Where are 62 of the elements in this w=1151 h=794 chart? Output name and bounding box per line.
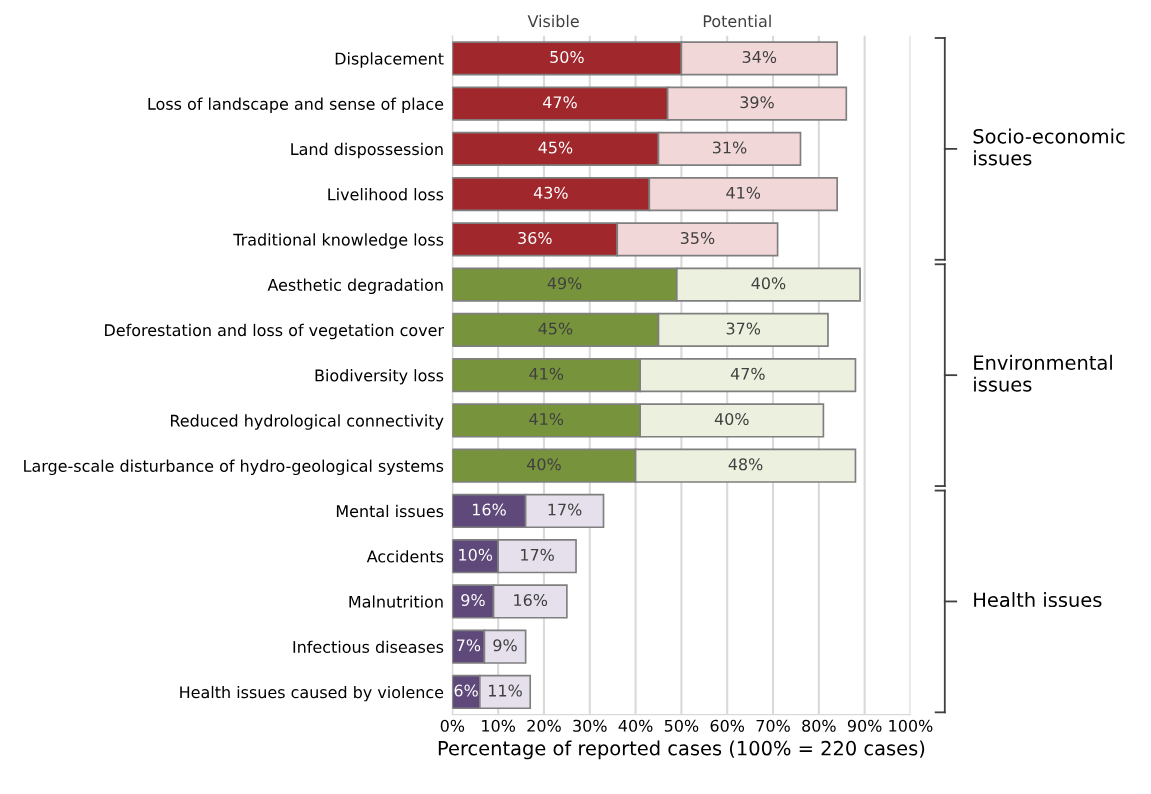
data-label: 35% [680, 231, 715, 245]
y-tick-label: Livelihood loss [328, 188, 444, 201]
data-label: 16% [514, 594, 548, 607]
y-tick-label: Mental issues [336, 504, 444, 518]
text: Health issues [974, 592, 1102, 608]
data-label: 47% [543, 96, 577, 109]
x-tick-label: 50% [664, 719, 699, 732]
x-tick-label: 30% [573, 719, 607, 732]
x-tick-label: 70% [756, 719, 790, 732]
y-tick-label: Loss of landscape and sense of place [148, 97, 444, 114]
x-tick-label: 20% [527, 719, 561, 732]
x-tick-label: 10% [482, 719, 516, 732]
x-tick-label: 40% [618, 719, 653, 732]
y-tick-label: Land dispossession [291, 142, 443, 159]
y-tick-label: Reduced hydrological connectivity [171, 414, 444, 430]
series-label: Visible [527, 14, 579, 28]
data-label: 37% [726, 322, 761, 335]
data-label: 34% [742, 50, 777, 63]
data-label: 45% [538, 322, 573, 335]
data-label: 36% [518, 231, 552, 245]
data-label: 31% [712, 141, 747, 154]
data-label: 16% [472, 503, 506, 516]
data-label: 39% [740, 96, 774, 109]
data-label: 40% [526, 458, 561, 471]
data-label: 49% [547, 277, 582, 290]
y-tick-label: Health issues caused by violence [180, 685, 444, 702]
data-label: 43% [533, 186, 568, 199]
data-label: 50% [550, 50, 584, 63]
series-label: Potential [703, 14, 771, 28]
text: Environmental issues [974, 354, 1112, 392]
data-label: 48% [728, 458, 763, 471]
data-label: 40% [714, 412, 749, 426]
y-tick-label: Malnutrition [349, 595, 443, 608]
y-tick-label: Aesthetic degradation [267, 278, 443, 295]
y-tick-label: Biodiversity loss [315, 369, 444, 385]
data-label: 10% [459, 548, 493, 561]
data-label: 45% [538, 141, 573, 154]
data-label: 40% [751, 277, 786, 290]
data-label: 41% [529, 412, 564, 426]
data-label: 6% [454, 684, 478, 697]
data-label: 47% [730, 367, 765, 380]
y-tick-label: Large-scale disturbance of hydro-geological systems [24, 459, 444, 476]
data-label: 9% [493, 639, 517, 652]
data-label: 41% [529, 367, 564, 380]
data-label: 7% [457, 639, 481, 652]
x-axis-title: Percentage of reported cases (100% = 220 cases) [438, 740, 925, 760]
x-tick-label: 60% [710, 719, 745, 732]
data-label: 17% [521, 548, 554, 561]
y-tick-label: Infectious diseases [293, 640, 444, 654]
y-tick-label: Accidents [366, 550, 444, 563]
text: Socio-economic issues [973, 128, 1125, 166]
data-label: 11% [489, 684, 522, 697]
y-tick-label: Deforestation and loss of vegetation cover [105, 323, 445, 340]
data-label: 9% [461, 594, 485, 607]
x-tick-label: 80% [802, 719, 836, 732]
y-tick-label: Traditional knowledge loss [233, 233, 444, 249]
y-tick-label: Displacement [335, 52, 444, 68]
x-tick-label: 90% [847, 719, 882, 732]
x-tick-label: 0% [440, 719, 465, 732]
data-label: 41% [726, 186, 761, 199]
data-label: 17% [548, 503, 582, 516]
x-tick-label: 100% [889, 719, 933, 732]
